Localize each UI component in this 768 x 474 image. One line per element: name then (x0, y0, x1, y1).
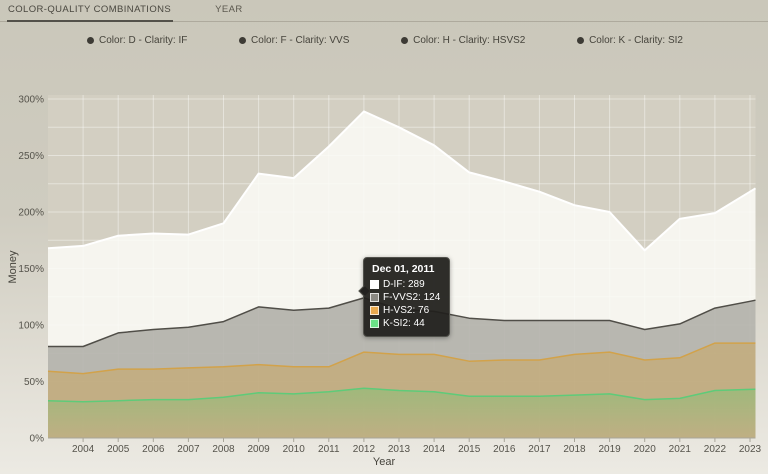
y-tick-label: 0% (30, 434, 45, 445)
y-tick-label: 50% (24, 377, 44, 388)
y-tick-label: 150% (18, 264, 44, 275)
x-tick-label: 2018 (563, 444, 586, 455)
area-K-SI2[interactable] (48, 388, 756, 438)
tooltip-row-k-si2: K-SI2: 44 (370, 317, 440, 330)
tooltip-row-text: H-VS2: 76 (383, 305, 430, 316)
legend-item-label: Color: K - Clarity: SI2 (589, 35, 683, 46)
x-tick-label: 2023 (739, 444, 762, 455)
tab-bar: COLOR-QUALITY COMBINATIONS YEAR (0, 0, 768, 22)
x-tick-label: 2019 (598, 444, 621, 455)
y-tick-label: 200% (18, 208, 44, 219)
tooltip-row-h-vs2: H-VS2: 76 (370, 304, 440, 317)
x-tick-label: 2005 (107, 444, 130, 455)
line-D-IF (47, 110, 757, 252)
x-tick-label: 2016 (493, 444, 516, 455)
y-axis-title: Money (7, 250, 19, 284)
line-H-VS2 (47, 342, 756, 375)
x-tick-label: 2006 (142, 444, 165, 455)
x-tick-label: 2014 (423, 444, 446, 455)
legend-bullet-icon (401, 37, 409, 44)
y-tick-label: 250% (18, 151, 44, 162)
y-tick-label: 100% (18, 321, 44, 332)
x-axis-title: Year (372, 456, 396, 468)
series-swatch-icon (370, 280, 379, 289)
tooltip-row-text: K-SI2: 44 (383, 318, 425, 329)
legend-bullet-icon (87, 37, 94, 44)
chart-legend: Color: D - Clarity: IF Color: F - Clarit… (0, 35, 768, 46)
line-K-SI2 (47, 387, 756, 403)
x-tick-label: 2022 (704, 444, 727, 455)
tooltip-row-text: F-VVS2: 124 (383, 292, 441, 303)
x-tick-label: 2007 (177, 444, 200, 455)
tooltip-date: Dec 01, 2011 (372, 263, 435, 275)
x-tick-label: 2013 (388, 444, 411, 455)
x-tick-label: 2008 (212, 444, 235, 455)
series-swatch-icon (370, 319, 379, 328)
legend-item-label: Color: D - Clarity: IF (99, 35, 188, 46)
series-swatch-icon (370, 306, 379, 315)
legend-item-h-hsvs2[interactable]: Color: H - Clarity: HSVS2 (401, 35, 525, 46)
legend-item-label: Color: F - Clarity: VVS (251, 35, 350, 46)
tooltip-row-text: D-IF: 289 (383, 279, 425, 290)
tooltip-row-d-if: D-IF: 289 (370, 278, 440, 291)
tooltip-row-f-vvs2: F-VVS2: 124 (370, 291, 440, 304)
series-swatch-icon (370, 293, 379, 302)
x-tick-label: 2009 (247, 444, 270, 455)
y-tick-label: 300% (18, 95, 44, 106)
legend-bullet-icon (239, 37, 247, 44)
x-tick-label: 2011 (318, 444, 340, 455)
legend-item-f-vvs[interactable]: Color: F - Clarity: VVS (239, 35, 349, 46)
x-tick-label: 2020 (634, 444, 657, 455)
legend-item-k-si2[interactable]: Color: K - Clarity: SI2 (577, 35, 683, 46)
legend-item-label: Color: H - Clarity: HSVS2 (413, 35, 526, 46)
chart-tooltip: Dec 01, 2011 D-IF: 289 F-VVS2: 124 H-VS2… (358, 257, 451, 337)
x-tick-label: 2015 (458, 444, 481, 455)
x-tick-label: 2012 (353, 444, 376, 455)
legend-item-d-if[interactable]: Color: D - Clarity: IF (87, 35, 187, 46)
tab-year[interactable]: YEAR (215, 4, 243, 15)
x-tick-label: 2017 (528, 444, 551, 455)
x-tick-label: 2004 (72, 444, 95, 455)
tab-color-quality-combinations[interactable]: COLOR-QUALITY COMBINATIONS (6, 4, 174, 22)
x-tick-label: 2010 (283, 444, 306, 455)
x-tick-label: 2021 (669, 444, 692, 455)
legend-bullet-icon (577, 37, 585, 44)
